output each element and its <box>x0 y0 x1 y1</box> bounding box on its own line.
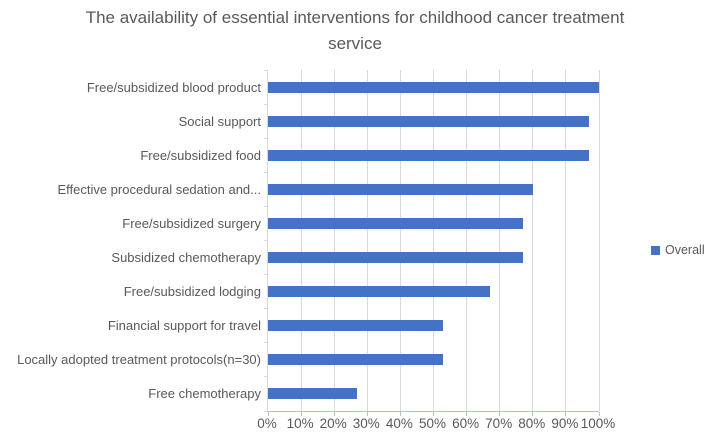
gridline <box>399 70 401 411</box>
category-axis-labels: Free/subsidized blood product Social supp… <box>0 70 261 411</box>
gridline <box>433 70 434 411</box>
legend: Overall <box>651 243 705 257</box>
category-axis-tick <box>264 410 268 412</box>
category-axis-tick <box>264 240 268 241</box>
category-label: Free/subsidized surgery <box>122 215 261 231</box>
value-axis-tick <box>366 412 368 416</box>
category-label: Free/subsidized food <box>140 147 261 163</box>
bar-row <box>268 241 599 275</box>
value-axis-tick <box>399 412 401 416</box>
category-axis-tick <box>264 342 268 344</box>
gridline <box>366 70 368 411</box>
bar-row <box>268 309 599 343</box>
bar-row <box>268 206 599 240</box>
x-tick-label: 40% <box>385 416 413 431</box>
value-axis-tick <box>532 412 534 416</box>
chart-title: The availability of essential interventi… <box>0 5 710 57</box>
category-axis-tick <box>264 137 268 139</box>
x-tick-label: 10% <box>286 416 314 431</box>
bar-row <box>268 138 599 172</box>
gridline <box>300 70 302 411</box>
category-axis-tick <box>264 69 268 71</box>
bar <box>268 183 533 195</box>
gridline <box>598 70 600 411</box>
legend-marker-overall <box>651 245 660 255</box>
category-axis-tick <box>264 376 268 378</box>
category-axis-tick <box>264 205 268 207</box>
bar <box>268 217 523 229</box>
gridline <box>333 70 335 411</box>
value-axis-tick <box>598 412 600 416</box>
value-axis-tick <box>433 412 434 416</box>
bar <box>268 81 599 93</box>
bar <box>268 252 523 264</box>
value-axis-tick <box>466 412 468 416</box>
x-tick-label: 20% <box>319 416 347 431</box>
x-tick-label: 0% <box>257 416 277 431</box>
bar-row <box>268 343 599 377</box>
bar <box>268 149 590 161</box>
bar-row <box>268 275 599 309</box>
legend-label: Overall <box>665 243 705 257</box>
bar <box>268 388 358 400</box>
category-label: Social support <box>178 113 261 129</box>
x-tick-label: 90% <box>551 416 579 431</box>
value-axis-tick <box>333 412 335 416</box>
gridline <box>466 70 468 411</box>
value-axis-tick <box>499 412 501 416</box>
category-label: Free/subsidized blood product <box>86 79 261 95</box>
gridline <box>499 70 501 411</box>
category-label: Financial support for travel <box>107 318 261 334</box>
bar <box>268 354 444 366</box>
value-axis-labels: 0% 10% 20% 30% 40% 50% 60% 70% 80% 90% 100% <box>257 416 615 434</box>
bar-row <box>268 104 599 138</box>
bar <box>268 115 590 127</box>
x-tick-label: 100% <box>580 416 616 431</box>
bar-row <box>268 172 599 206</box>
x-tick-label: 30% <box>352 416 380 431</box>
chart-title-text: The availability of essential interventi… <box>85 8 625 53</box>
category-label: Free/subsidized lodging <box>123 284 261 300</box>
category-axis-tick <box>264 171 268 173</box>
gridline <box>565 70 567 411</box>
category-label: Locally adopted treatment protocols(n=30… <box>17 352 261 368</box>
category-label: Subsidized chemotherapy <box>111 250 261 266</box>
bar-row <box>268 70 599 104</box>
value-axis-tick <box>300 412 302 416</box>
value-axis-tick <box>267 412 269 416</box>
x-tick-label: 80% <box>518 416 546 431</box>
category-axis-tick <box>264 274 268 276</box>
plot-area <box>264 69 600 416</box>
bar <box>268 286 490 298</box>
category-axis-tick <box>264 103 268 105</box>
value-axis-tick <box>565 412 567 416</box>
category-label: Effective procedural sedation and... <box>57 181 261 197</box>
x-tick-label: 50% <box>418 416 447 431</box>
x-tick-label: 70% <box>485 416 513 431</box>
category-label: Free chemotherapy <box>148 386 261 402</box>
bar-row <box>268 377 599 411</box>
gridline <box>532 70 534 411</box>
x-tick-label: 60% <box>452 416 480 431</box>
category-axis-tick <box>264 308 268 310</box>
bar <box>268 320 444 332</box>
